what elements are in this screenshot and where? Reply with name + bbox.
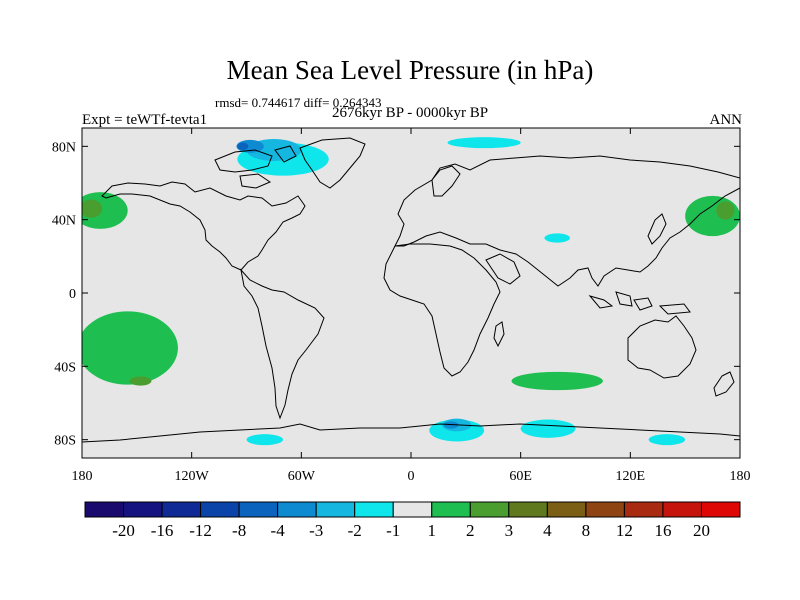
- anomaly-region-14: [447, 137, 521, 149]
- anomaly-region-17: [648, 434, 686, 446]
- colorbar-swatch: [354, 501, 394, 518]
- coastline-japan: [647, 213, 667, 245]
- anomaly-region-15: [544, 233, 571, 243]
- colorbar-swatch: [315, 501, 356, 518]
- colorbar-swatch: [200, 501, 240, 518]
- coastline-africa: [383, 243, 501, 377]
- x-tick-label: 120W: [175, 469, 210, 484]
- coastline-scandinavia: [431, 165, 461, 197]
- colorbar: -20 -16 -12 -8 -4 -3 -2 -1 1 2 3 4 8 12 16 20: [84, 501, 741, 540]
- anomaly-region-3: [82, 199, 103, 218]
- colorbar-label: -4: [271, 521, 286, 540]
- rmsd-diff-stats: rmsd= 0.744617 diff= 0.264343: [215, 95, 382, 110]
- colorbar-label: -12: [189, 521, 212, 540]
- colorbar-label: -1: [386, 521, 400, 540]
- colorbar-swatch: [431, 501, 471, 518]
- colorbar-swatch: [508, 501, 548, 518]
- colorbar-label: 20: [693, 521, 710, 540]
- coastline-north-america: [101, 181, 306, 271]
- colorbar-label: 2: [466, 521, 475, 540]
- anomaly-region-6: [511, 371, 603, 391]
- coastline-arctic-islands: [214, 145, 297, 189]
- colorbar-swatch: [392, 501, 433, 518]
- coastline-south-america: [240, 268, 325, 420]
- axes: 180 120W 60W 0 60E 120E 180 80N 40N 0 40S 80S: [52, 128, 751, 484]
- colorbar-label: 1: [428, 521, 437, 540]
- y-tick-label: 80N: [52, 140, 76, 155]
- colorbar-label: -20: [112, 521, 135, 540]
- y-tick-label: 40N: [52, 214, 76, 229]
- coastline-australia: [627, 315, 697, 379]
- colorbar-label: 16: [654, 521, 671, 540]
- x-tick-label: 60W: [288, 469, 316, 484]
- anomaly-region-5: [716, 201, 735, 220]
- coastline-madagascar: [493, 321, 505, 348]
- x-tick-label: 180: [730, 469, 751, 484]
- colorbar-swatch: [238, 501, 279, 518]
- colorbar-label: 4: [543, 521, 552, 540]
- anomaly-region-18: [246, 434, 284, 446]
- colorbar-label: -2: [348, 521, 362, 540]
- colorbar-label: -3: [309, 521, 323, 540]
- coastline-arabia: [485, 253, 521, 285]
- y-tick-label: 0: [69, 287, 76, 302]
- x-tick-label: 0: [408, 469, 415, 484]
- anomaly-region-10: [237, 142, 249, 150]
- map-plot-area: [82, 128, 740, 458]
- anomaly-region-1: [129, 376, 152, 386]
- experiment-label: Expt = teWTf-tevta1: [82, 112, 208, 128]
- x-tick-label: 180: [72, 469, 93, 484]
- colorbar-label: -16: [151, 521, 174, 540]
- x-tick-label: 120E: [616, 469, 646, 484]
- y-tick-label: 40S: [54, 360, 76, 375]
- colorbar-label: -8: [232, 521, 246, 540]
- colorbar-label: 12: [616, 521, 633, 540]
- colorbar-swatch: [161, 501, 202, 518]
- map-background: [82, 128, 740, 458]
- season-label: ANN: [709, 112, 743, 128]
- coastline-antarctica: [82, 423, 740, 443]
- colorbar-swatch: [585, 501, 625, 518]
- colorbar-label: 8: [582, 521, 591, 540]
- colorbar-swatch: [546, 501, 587, 518]
- colorbar-swatch: [623, 501, 664, 518]
- coastline-new-zealand: [713, 371, 735, 397]
- anomaly-region-16: [520, 419, 576, 438]
- colorbar-swatch: [123, 501, 163, 518]
- chart-title: Mean Sea Level Pressure (in hPa): [226, 55, 594, 85]
- coastline-greenland: [299, 137, 366, 189]
- colorbar-swatch: [84, 501, 125, 518]
- colorbar-label: 3: [505, 521, 514, 540]
- time-period: 2676kyr BP - 0000kyr BP: [331, 105, 489, 121]
- anomaly-region-0: [82, 311, 178, 385]
- colorbar-swatch: [469, 501, 510, 518]
- colorbar-swatch: [277, 501, 317, 518]
- colorbar-swatch: [700, 501, 741, 518]
- coastline-indonesia: [588, 291, 691, 315]
- colorbar-swatch: [662, 501, 702, 518]
- y-tick-label: 80S: [54, 434, 76, 449]
- coastline-eurasia: [394, 155, 740, 287]
- coastlines: [82, 137, 740, 443]
- x-tick-label: 60E: [509, 469, 532, 484]
